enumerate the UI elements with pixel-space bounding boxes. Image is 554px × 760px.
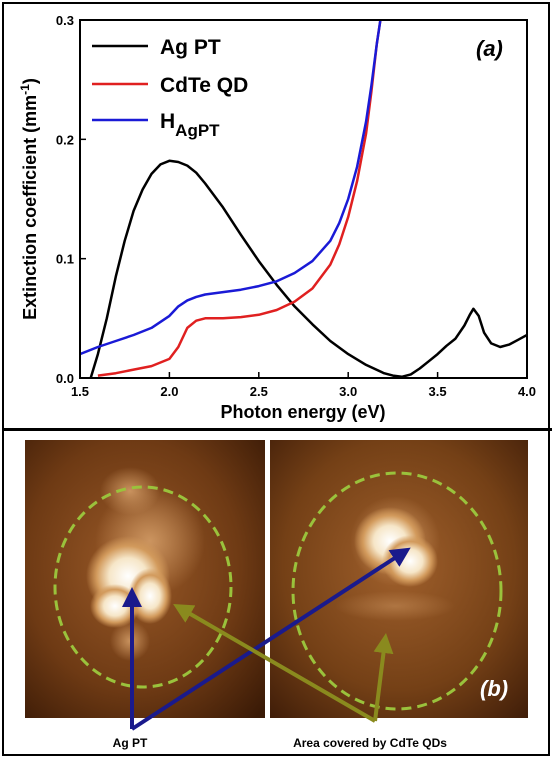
y-tick-label: 0.2 (56, 132, 74, 147)
x-axis-title: Photon energy (eV) (220, 402, 385, 422)
x-tick-label: 4.0 (518, 384, 536, 399)
x-tick-label: 3.0 (339, 384, 357, 399)
panel-label-a: (a) (476, 36, 503, 61)
x-tick-label: 2.5 (250, 384, 268, 399)
legend-label-hagpt: HAgPT (160, 110, 220, 140)
legend-label-hagpt-sub: AgPT (175, 121, 220, 140)
y-tick-label: 0.1 (56, 252, 74, 267)
afm-image-left (25, 440, 265, 718)
arrow-ag-pt-right (130, 547, 411, 731)
legend-label-hagpt-main: H (160, 110, 175, 133)
ticks-layer: 1.5 2.0 2.5 3.0 3.5 4.0 0.0 0.1 0.2 0.3 (56, 13, 536, 399)
panel-label-b: (b) (480, 676, 508, 701)
series-line-ag-pt (89, 159, 527, 378)
callout-qd-area: Area covered by CdTe QDs (293, 736, 447, 750)
arrow-qd-area-left (173, 603, 377, 723)
plot-border (79, 19, 528, 379)
legend-label-ag-pt: Ag PT (160, 36, 221, 59)
x-tick-label: 2.0 (160, 384, 178, 399)
x-tick-label: 3.5 (429, 384, 447, 399)
extinction-chart: 1.5 2.0 2.5 3.0 3.5 4.0 0.0 0.1 0.2 0.3 Photon en… (18, 13, 536, 422)
afm-image-panel: (b) Ag PT Area covered by CdTe QDs (25, 440, 528, 750)
arrow-qd-area-right (373, 633, 394, 722)
panel-divider (2, 428, 552, 431)
y-axis-title-main: Extinction coefficient (mm (20, 95, 40, 320)
y-axis-title-close: ) (20, 78, 40, 84)
y-tick-label: 0.3 (56, 13, 74, 28)
qd-coverage-ellipse-left (53, 485, 233, 689)
series-line-cdte-qd (97, 20, 382, 377)
y-axis-title-sup: -1 (18, 84, 32, 95)
x-tick-label: 1.5 (71, 384, 89, 399)
legend: Ag PT CdTe QD HAgPT (92, 36, 248, 140)
series-layer (80, 20, 527, 378)
series-line-hagpt (80, 20, 382, 356)
legend-label-cdte-qd: CdTe QD (160, 74, 248, 97)
y-axis-title: Extinction coefficient (mm-1) (18, 78, 40, 320)
qd-coverage-ellipse-right (291, 471, 503, 711)
callout-ag-pt: Ag PT (113, 736, 148, 750)
y-tick-label: 0.0 (56, 371, 74, 386)
